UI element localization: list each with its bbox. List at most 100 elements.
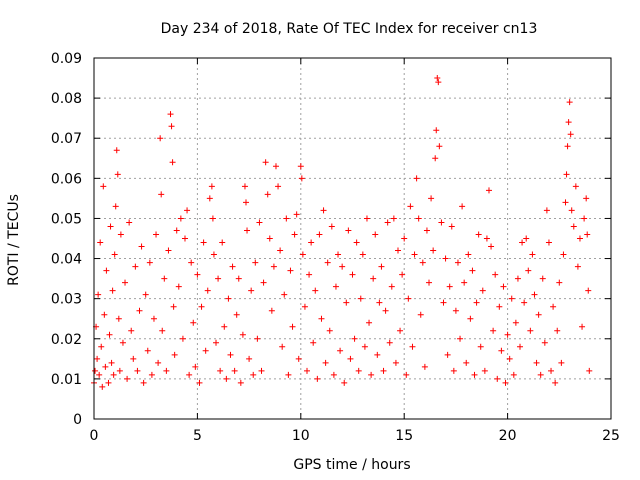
- data-point: [116, 367, 123, 374]
- data-point: [343, 299, 350, 306]
- data-point: [258, 367, 265, 374]
- data-point: [194, 271, 201, 278]
- data-point: [490, 327, 497, 334]
- data-point: [368, 371, 375, 378]
- data-point: [494, 375, 501, 382]
- data-point: [397, 327, 404, 334]
- data-point: [529, 251, 536, 258]
- data-point: [298, 175, 305, 182]
- data-point: [562, 199, 569, 206]
- data-point: [99, 383, 106, 390]
- data-point: [200, 239, 207, 246]
- x-tick-label: 15: [395, 428, 413, 444]
- data-point: [244, 227, 251, 234]
- data-point: [289, 323, 296, 330]
- data-point: [308, 239, 315, 246]
- data-point: [275, 183, 282, 190]
- data-point: [519, 239, 526, 246]
- data-point: [223, 375, 230, 382]
- x-axis-label: GPS time / hours: [293, 457, 410, 473]
- data-point: [337, 347, 344, 354]
- data-point: [471, 371, 478, 378]
- chart-title: Day 234 of 2018, Rate Of TEC Index for r…: [161, 21, 538, 37]
- data-point: [568, 207, 575, 214]
- y-tick-label: 0.02: [51, 332, 82, 348]
- data-point: [384, 219, 391, 226]
- data-point: [452, 307, 459, 314]
- data-point: [297, 163, 304, 170]
- data-point: [430, 247, 437, 254]
- data-point: [374, 351, 381, 358]
- data-point: [436, 143, 443, 150]
- data-point: [399, 271, 406, 278]
- data-point: [485, 187, 492, 194]
- data-point: [339, 263, 346, 270]
- data-point: [433, 127, 440, 134]
- data-point: [202, 347, 209, 354]
- data-point: [450, 367, 457, 374]
- data-point: [415, 215, 422, 222]
- data-point: [461, 279, 468, 286]
- data-point: [351, 335, 358, 342]
- data-point: [181, 235, 188, 242]
- data-point: [272, 163, 279, 170]
- data-point: [103, 267, 110, 274]
- data-point: [264, 191, 271, 198]
- data-point: [469, 267, 476, 274]
- data-point: [401, 235, 408, 242]
- data-point: [432, 155, 439, 162]
- data-point: [246, 355, 253, 362]
- data-point: [502, 379, 509, 386]
- data-point: [380, 367, 387, 374]
- data-point: [217, 367, 224, 374]
- data-point: [179, 335, 186, 342]
- data-point: [110, 371, 117, 378]
- data-point: [328, 223, 335, 230]
- data-point: [565, 119, 572, 126]
- data-point: [475, 231, 482, 238]
- data-point: [107, 223, 114, 230]
- data-point: [158, 191, 165, 198]
- data-point: [363, 215, 370, 222]
- data-point: [250, 371, 257, 378]
- data-point: [330, 371, 337, 378]
- data-point: [446, 283, 453, 290]
- data-point: [291, 231, 298, 238]
- data-point: [548, 367, 555, 374]
- data-point: [572, 183, 579, 190]
- data-point: [508, 295, 515, 302]
- data-point: [134, 367, 141, 374]
- data-point: [434, 75, 441, 82]
- data-point: [442, 255, 449, 262]
- data-point: [97, 239, 104, 246]
- data-point: [386, 339, 393, 346]
- data-point: [488, 243, 495, 250]
- data-point: [560, 251, 567, 258]
- data-point: [533, 359, 540, 366]
- data-point: [324, 259, 331, 266]
- data-point: [239, 331, 246, 338]
- data-point: [117, 231, 124, 238]
- data-point: [539, 275, 546, 282]
- data-point: [498, 347, 505, 354]
- data-point: [136, 307, 143, 314]
- data-point: [353, 239, 360, 246]
- data-point: [138, 243, 145, 250]
- data-point: [101, 311, 108, 318]
- x-tick-label: 5: [193, 428, 202, 444]
- data-point: [372, 231, 379, 238]
- data-point: [285, 371, 292, 378]
- data-point: [527, 327, 534, 334]
- data-point: [254, 335, 261, 342]
- data-point: [579, 323, 586, 330]
- data-point: [581, 215, 588, 222]
- data-point: [531, 291, 538, 298]
- data-point: [388, 283, 395, 290]
- data-point: [198, 303, 205, 310]
- data-point: [457, 335, 464, 342]
- y-tick-label: 0: [73, 412, 82, 428]
- data-point: [157, 135, 164, 142]
- data-point: [241, 183, 248, 190]
- data-point: [192, 363, 199, 370]
